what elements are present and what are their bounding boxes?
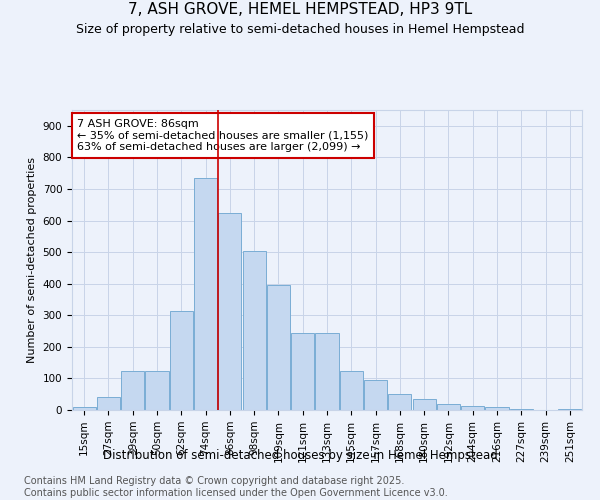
Text: Distribution of semi-detached houses by size in Hemel Hempstead: Distribution of semi-detached houses by … [103,448,497,462]
Bar [340,370,363,410]
Bar [316,332,338,410]
Bar [73,407,95,410]
Y-axis label: Number of semi-detached properties: Number of semi-detached properties [27,157,37,363]
Bar [437,404,460,410]
Bar [559,408,581,410]
Bar [242,250,266,410]
Bar [364,380,387,410]
Text: 7, ASH GROVE, HEMEL HEMPSTEAD, HP3 9TL: 7, ASH GROVE, HEMEL HEMPSTEAD, HP3 9TL [128,2,472,18]
Bar [267,286,290,410]
Bar [121,370,144,410]
Bar [218,212,241,410]
Bar [388,394,412,410]
Text: Contains HM Land Registry data © Crown copyright and database right 2025.
Contai: Contains HM Land Registry data © Crown c… [24,476,448,498]
Bar [97,398,120,410]
Bar [170,310,193,410]
Bar [145,370,169,410]
Bar [485,408,509,410]
Bar [291,332,314,410]
Text: 7 ASH GROVE: 86sqm
← 35% of semi-detached houses are smaller (1,155)
63% of semi: 7 ASH GROVE: 86sqm ← 35% of semi-detache… [77,119,368,152]
Bar [461,406,484,410]
Text: Size of property relative to semi-detached houses in Hemel Hempstead: Size of property relative to semi-detach… [76,22,524,36]
Bar [413,399,436,410]
Bar [194,178,217,410]
